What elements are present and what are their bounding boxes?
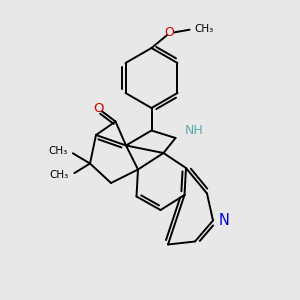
Text: CH₃: CH₃ xyxy=(48,146,68,157)
Text: CH₃: CH₃ xyxy=(50,170,69,180)
Text: O: O xyxy=(94,102,104,116)
Text: N: N xyxy=(218,213,229,228)
Text: NH: NH xyxy=(184,124,203,137)
Text: CH₃: CH₃ xyxy=(194,24,213,34)
Text: O: O xyxy=(165,26,174,40)
